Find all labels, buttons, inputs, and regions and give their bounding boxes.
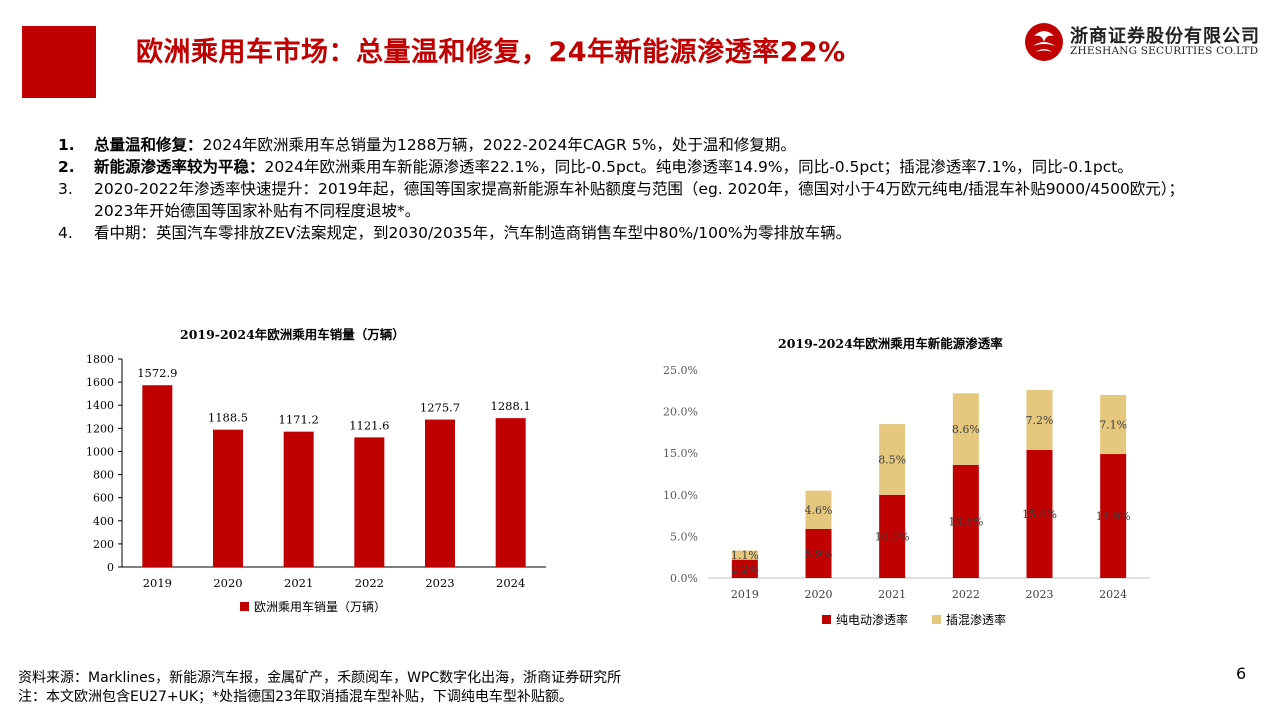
phev-bar-segment	[952, 393, 979, 465]
bev-bar-segment	[1026, 449, 1053, 578]
point-item: 1. 总量温和修复：2024年欧洲乘用车总销量为1288万辆，2022-2024…	[58, 134, 1218, 156]
x-tick-label: 2023	[1026, 588, 1054, 601]
phev-bar-segment	[1026, 389, 1053, 450]
bev-bar-segment	[731, 559, 758, 578]
y-tick-label: 5.0%	[670, 530, 698, 543]
bar	[495, 418, 526, 567]
y-tick-label: 0.0%	[670, 572, 698, 585]
page-number: 6	[1236, 664, 1247, 683]
x-tick-label: 2020	[213, 576, 242, 590]
y-tick-label: 1000	[86, 445, 114, 458]
logo-company-name: 浙商证券股份有限公司	[1070, 26, 1260, 47]
y-tick-label: 0	[107, 561, 114, 574]
point-number: 2.	[58, 158, 75, 176]
page-title: 欧洲乘用车市场：总量温和修复，24年新能源渗透率22%	[136, 37, 846, 68]
bar-value-label: 1171.2	[279, 413, 319, 427]
x-tick-label: 2021	[284, 576, 313, 590]
source-note: 资料来源：Marklines，新能源汽车报，金属矿产，禾颜阅车，WPC数字化出海…	[18, 670, 622, 686]
legend-label: 欧洲乘用车销量（万辆）	[254, 599, 386, 614]
bev-bar-segment	[805, 528, 832, 578]
x-tick-label: 2019	[143, 576, 172, 590]
zheshang-logo-icon	[1025, 23, 1063, 61]
x-tick-label: 2022	[355, 576, 384, 590]
x-tick-label: 2020	[805, 588, 833, 601]
y-tick-label: 1200	[86, 422, 114, 435]
bar-value-label: 1288.1	[491, 399, 531, 413]
phev-value-label: 7.1%	[1099, 418, 1127, 431]
legend-label-phev: 插混渗透率	[946, 612, 1006, 627]
sales-chart-title: 2019-2024年欧洲乘用车销量（万辆）	[180, 327, 405, 342]
bar	[142, 385, 173, 567]
footnote: 注：本文欧洲包含EU27+UK；*处指德国23年取消插混车型补贴，下调纯电车型补…	[18, 689, 573, 705]
bev-value-label: 13.6%	[948, 515, 983, 528]
point-text: 2024年欧洲乘用车新能源渗透率22.1%，同比-0.5pct。纯电渗透率14.…	[264, 158, 1133, 176]
header-accent-block	[22, 26, 96, 98]
x-tick-label: 2021	[878, 588, 906, 601]
point-number: 1.	[58, 136, 75, 154]
logo-company-english: ZHESHANG SECURITIES CO.LTD	[1070, 45, 1259, 57]
phev-bar-segment	[805, 490, 832, 529]
key-points-list: 1. 总量温和修复：2024年欧洲乘用车总销量为1288万辆，2022-2024…	[58, 134, 1218, 244]
phev-bar-segment	[879, 424, 906, 495]
bar-value-label: 1121.6	[349, 418, 389, 432]
x-tick-label: 2023	[425, 576, 454, 590]
point-item: 3. 2020-2022年渗透率快速提升：2019年起，德国等国家提高新能源车补…	[58, 178, 1218, 222]
y-tick-label: 25.0%	[663, 364, 698, 377]
bev-value-label: 2.2%	[731, 563, 759, 576]
point-heading: 新能源渗透率较为平稳：	[94, 158, 265, 176]
bar	[354, 437, 385, 567]
x-tick-label: 2024	[496, 576, 525, 590]
legend-swatch-phev	[932, 615, 941, 624]
legend-swatch-bev	[822, 615, 831, 624]
bar	[283, 431, 314, 567]
y-tick-label: 1400	[86, 399, 114, 412]
phev-bar-segment	[1100, 394, 1127, 455]
y-tick-label: 1800	[86, 353, 114, 366]
phev-value-label: 4.6%	[805, 504, 833, 517]
bar-value-label: 1572.9	[137, 366, 177, 380]
legend-label-bev: 纯电动渗透率	[836, 612, 908, 627]
bev-bar-segment	[1100, 454, 1127, 578]
footer-notes: 资料来源：Marklines，新能源汽车报，金属矿产，禾颜阅车，WPC数字化出海…	[18, 669, 621, 707]
point-item: 2. 新能源渗透率较为平稳：2024年欧洲乘用车新能源渗透率22.1%，同比-0…	[58, 156, 1218, 178]
penetration-chart-title: 2019-2024年欧洲乘用车新能源渗透率	[778, 336, 1003, 351]
x-tick-label: 2022	[952, 588, 980, 601]
y-tick-label: 800	[93, 469, 114, 482]
y-tick-label: 600	[93, 492, 114, 505]
bev-value-label: 10.0%	[875, 530, 910, 543]
point-heading: 总量温和修复：	[94, 136, 203, 154]
point-number: 3.	[58, 180, 73, 198]
x-tick-label: 2019	[731, 588, 759, 601]
sales-bar-chart: 0 200 400 600 800 1000 1200 1400 1600 1800 1572.9 2…	[86, 353, 546, 614]
point-text: 看中期：英国汽车零排放ZEV法案规定，到2030/2035年，汽车制造商销售车型…	[94, 224, 852, 242]
point-item: 4. 看中期：英国汽车零排放ZEV法案规定，到2030/2035年，汽车制造商销…	[58, 222, 1218, 244]
y-tick-label: 20.0%	[663, 406, 698, 419]
bev-bar-segment	[879, 494, 906, 578]
phev-value-label: 7.2%	[1026, 414, 1054, 427]
point-number: 4.	[58, 224, 73, 242]
phev-value-label: 8.5%	[878, 453, 906, 466]
y-tick-label: 1600	[86, 376, 114, 389]
phev-value-label: 1.1%	[731, 549, 759, 562]
y-tick-label: 200	[93, 538, 114, 551]
y-tick-label: 400	[93, 515, 114, 528]
legend-swatch	[240, 602, 249, 611]
bev-value-label: 14.9%	[1096, 510, 1131, 523]
bar	[213, 429, 243, 567]
penetration-stacked-chart: 0.0% 5.0% 10.0% 15.0% 20.0% 25.0% 2.2%1.1% 2019…	[663, 364, 1150, 627]
bev-value-label: 15.4%	[1022, 508, 1057, 521]
phev-value-label: 8.6%	[952, 423, 980, 436]
bev-value-label: 5.9%	[805, 547, 833, 560]
x-tick-label: 2024	[1099, 588, 1127, 601]
point-text: 2020-2022年渗透率快速提升：2019年起，德国等国家提高新能源车补贴额度…	[94, 180, 1185, 220]
y-tick-label: 10.0%	[663, 489, 698, 502]
point-text: 2024年欧洲乘用车总销量为1288万辆，2022-2024年CAGR 5%，处…	[202, 136, 796, 154]
bar	[425, 419, 455, 567]
company-logo: 浙商证券股份有限公司 ZHESHANG SECURITIES CO.LTD	[1022, 20, 1262, 64]
bar-value-label: 1275.7	[420, 401, 460, 415]
bar-value-label: 1188.5	[208, 411, 248, 425]
y-tick-label: 15.0%	[663, 447, 698, 460]
phev-bar-segment	[731, 550, 758, 560]
bev-bar-segment	[952, 464, 979, 578]
